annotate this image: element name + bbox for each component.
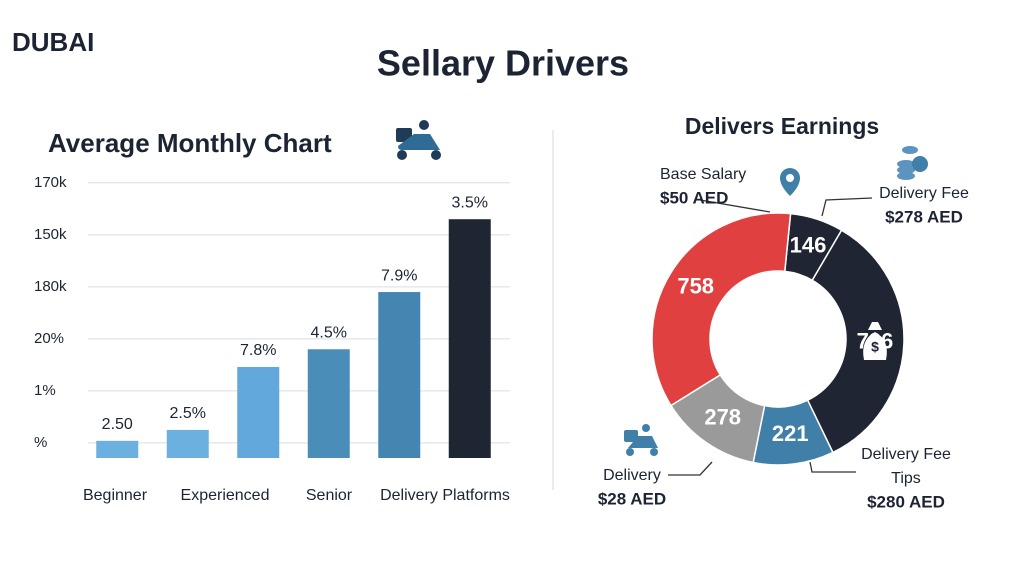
y-tick-label: 180k (34, 278, 67, 295)
segment-label: 146 (790, 233, 827, 258)
delivery-icon (624, 424, 658, 456)
y-tick-label: 20% (34, 330, 64, 347)
bar-annotation: 7.9% (381, 267, 417, 284)
bar-annotation: 7.8% (240, 342, 276, 359)
bar (448, 219, 491, 458)
bar (307, 349, 350, 458)
callout-label: Base Salary (660, 166, 746, 183)
callout-value: $28 AED (598, 489, 666, 508)
bar (237, 366, 280, 458)
y-tick-label: 170k (34, 174, 67, 191)
callout-label: Delivery Fee (861, 446, 951, 463)
pin-icon (780, 168, 800, 196)
location: DUBAI (12, 27, 94, 57)
bar-chart: % 1% 20% 180k 150k 170k 2.50 Beginner 2.5% Experi… (34, 174, 510, 504)
y-tick-label: 1% (34, 382, 56, 399)
callout-value: $278 AED (885, 207, 963, 226)
bar (166, 429, 209, 458)
x-tick-label: Experienced (181, 487, 270, 504)
leader-lines (668, 197, 873, 476)
donut-segment (806, 229, 905, 454)
chart-title: Average Monthly Chart (48, 128, 332, 158)
money-bag-icon: $ (863, 322, 887, 360)
x-tick-label: Beginner (83, 487, 148, 504)
y-tick-label: % (34, 434, 47, 451)
donut-segment (651, 212, 792, 407)
bar-annotation: 3.5% (452, 194, 488, 211)
bag-sign: $ (871, 339, 879, 355)
bar (96, 440, 139, 458)
scooter-icon (396, 120, 441, 160)
x-tick-label: Delivery Platforms (380, 487, 510, 504)
bar-annotation: 2.50 (102, 416, 133, 433)
y-tick-label: 150k (34, 226, 67, 243)
segment-label: 278 (704, 405, 741, 430)
bar-annotation: 2.5% (170, 405, 206, 422)
donut-chart: 146736221278758$Base Salary$50 AEDDelive… (598, 166, 969, 511)
bar-annotation: 4.5% (311, 324, 347, 341)
bar (378, 292, 421, 458)
chart-title: Delivers Earnings (685, 113, 879, 139)
x-tick-label: Senior (306, 487, 353, 504)
segment-label: 221 (772, 421, 809, 446)
segment-label: 758 (677, 273, 714, 298)
callout-label: Delivery (603, 467, 661, 484)
callout-value: $280 AED (867, 492, 945, 511)
bag-shape (863, 322, 887, 360)
callout-label: Tips (891, 470, 921, 487)
callout-value: $50 AED (660, 188, 728, 207)
callout-label: Delivery Fee (879, 185, 969, 202)
coins-icon (897, 146, 928, 180)
page-title: Sellary Drivers (377, 43, 629, 84)
